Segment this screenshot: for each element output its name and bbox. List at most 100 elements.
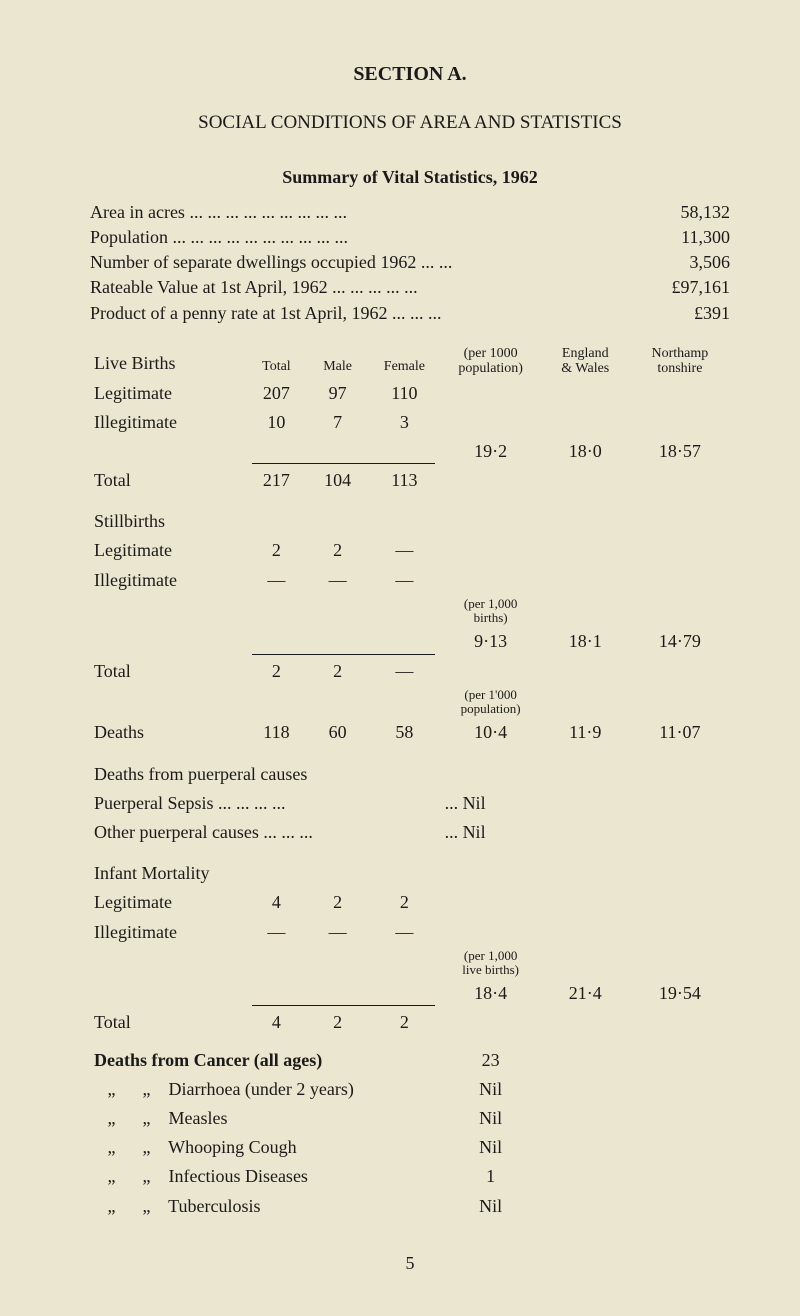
cell: — bbox=[246, 918, 307, 947]
summary-label: Number of separate dwellings occupied 19… bbox=[90, 250, 620, 275]
cell: 60 bbox=[307, 718, 368, 747]
table-row: Total 4 2 2 bbox=[90, 1008, 730, 1037]
cell: 23 bbox=[441, 1038, 541, 1075]
stats-table: Live Births Total Male Female (per 1000 … bbox=[90, 344, 730, 1221]
summary-line: Population ... ... ... ... ... ... ... .… bbox=[90, 225, 730, 250]
table-row: „ „ Tuberculosis Nil bbox=[90, 1192, 730, 1221]
row-label: Legitimate bbox=[90, 888, 246, 917]
summary-label: Area in acres ... ... ... ... ... ... ..… bbox=[90, 200, 620, 225]
horizontal-rule bbox=[252, 654, 435, 655]
row-label: Other puerperal causes ... ... ... bbox=[90, 818, 441, 847]
rate-n: 11·07 bbox=[630, 718, 730, 747]
rate-ew: 18·1 bbox=[541, 627, 630, 656]
cell: — bbox=[368, 566, 440, 595]
rate-ew: 11·9 bbox=[541, 718, 630, 747]
row-label: „ „ Infectious Diseases bbox=[90, 1162, 441, 1191]
infant-mortality-heading: Infant Mortality bbox=[90, 847, 730, 888]
summary-line: Product of a penny rate at 1st April, 19… bbox=[90, 301, 730, 326]
summary-value: £97,161 bbox=[620, 275, 730, 300]
row-label: „ „ Measles bbox=[90, 1104, 441, 1133]
row-label: Total bbox=[90, 1008, 246, 1037]
summary-line: Area in acres ... ... ... ... ... ... ..… bbox=[90, 200, 730, 225]
table-row: (per 1'000 population) bbox=[90, 686, 730, 719]
cell: 2 bbox=[307, 1008, 368, 1037]
cell: 104 bbox=[307, 466, 368, 495]
cell: Nil bbox=[441, 1075, 541, 1104]
per-note: (per 1,000 live births) bbox=[441, 947, 541, 980]
table-row: „ „ Whooping Cough Nil bbox=[90, 1133, 730, 1162]
row-label: Illegitimate bbox=[90, 408, 246, 437]
summary-label: Population ... ... ... ... ... ... ... .… bbox=[90, 225, 620, 250]
summary-line: Rateable Value at 1st April, 1962 ... ..… bbox=[90, 275, 730, 300]
page: SECTION A. SOCIAL CONDITIONS OF AREA AND… bbox=[0, 0, 800, 1316]
summary-value: 11,300 bbox=[620, 225, 730, 250]
row-label: Legitimate bbox=[90, 536, 246, 565]
rate-n: 19·54 bbox=[630, 979, 730, 1008]
col-male: Male bbox=[307, 344, 368, 379]
table-row: Total 217 104 113 bbox=[90, 466, 730, 495]
rate-n: 14·79 bbox=[630, 627, 730, 656]
live-births-heading: Live Births bbox=[90, 344, 246, 379]
row-label: „ „ Tuberculosis bbox=[90, 1192, 441, 1221]
rule-row: 9·13 18·1 14·79 bbox=[90, 627, 730, 656]
table-row: Deaths from puerperal causes bbox=[90, 748, 730, 789]
cell: 2 bbox=[307, 657, 368, 686]
cell: 113 bbox=[368, 466, 440, 495]
table-row: Illegitimate 10 7 3 bbox=[90, 408, 730, 437]
table-row: (per 1,000 live births) bbox=[90, 947, 730, 980]
summary-value: £391 bbox=[620, 301, 730, 326]
cell: 2 bbox=[368, 888, 440, 917]
per-note: (per 1'000 population) bbox=[441, 686, 541, 719]
puerperal-heading: Deaths from puerperal causes bbox=[90, 748, 730, 789]
table-row: Total 2 2 — bbox=[90, 657, 730, 686]
col-female: Female bbox=[368, 344, 440, 379]
row-label: Legitimate bbox=[90, 379, 246, 408]
page-number: 5 bbox=[90, 1251, 730, 1276]
table-row: Other puerperal causes ... ... ... ... N… bbox=[90, 818, 730, 847]
cell: 118 bbox=[246, 718, 307, 747]
cell: 2 bbox=[368, 1008, 440, 1037]
col-total: Total bbox=[246, 344, 307, 379]
table-row: „ „ Measles Nil bbox=[90, 1104, 730, 1133]
table-row: Infant Mortality bbox=[90, 847, 730, 888]
cell: 4 bbox=[246, 888, 307, 917]
summary-value: 58,132 bbox=[620, 200, 730, 225]
rate-per: 19·2 bbox=[441, 437, 541, 466]
cell: 3 bbox=[368, 408, 440, 437]
horizontal-rule bbox=[252, 1005, 435, 1006]
summary-title: Summary of Vital Statistics, 1962 bbox=[90, 165, 730, 190]
row-label: Puerperal Sepsis ... ... ... ... bbox=[90, 789, 441, 818]
cell: 207 bbox=[246, 379, 307, 408]
rule-row: 18·4 21·4 19·54 bbox=[90, 979, 730, 1008]
stillbirths-heading: Stillbirths bbox=[90, 495, 246, 536]
cell: — bbox=[368, 918, 440, 947]
table-row: „ „ Infectious Diseases 1 bbox=[90, 1162, 730, 1191]
table-row: Legitimate 4 2 2 bbox=[90, 888, 730, 917]
cell: 2 bbox=[246, 536, 307, 565]
table-row: Stillbirths bbox=[90, 495, 730, 536]
table-row: (per 1,000 births) bbox=[90, 595, 730, 628]
deaths-heading: Deaths bbox=[90, 718, 246, 747]
cell: 10 bbox=[246, 408, 307, 437]
rule-row: 19·2 18·0 18·57 bbox=[90, 437, 730, 466]
row-label: Total bbox=[90, 657, 246, 686]
cell: Nil bbox=[441, 1192, 541, 1221]
col-per1000: (per 1000 population) bbox=[441, 344, 541, 379]
cell: — bbox=[368, 536, 440, 565]
col-northamp: Northamp tonshire bbox=[630, 344, 730, 379]
per-note: (per 1,000 births) bbox=[441, 595, 541, 628]
subtitle: SOCIAL CONDITIONS OF AREA AND STATISTICS bbox=[90, 110, 730, 137]
table-row: Illegitimate — — — bbox=[90, 566, 730, 595]
cell: — bbox=[368, 657, 440, 686]
table-row: Deaths from Cancer (all ages) 23 bbox=[90, 1038, 730, 1075]
summary-label: Rateable Value at 1st April, 1962 ... ..… bbox=[90, 275, 620, 300]
rate-n: 18·57 bbox=[630, 437, 730, 466]
table-row: Live Births Total Male Female (per 1000 … bbox=[90, 344, 730, 379]
row-label: „ „ Whooping Cough bbox=[90, 1133, 441, 1162]
summary-block: Area in acres ... ... ... ... ... ... ..… bbox=[90, 200, 730, 326]
cell: — bbox=[307, 566, 368, 595]
col-engwales: England & Wales bbox=[541, 344, 630, 379]
rate-ew: 21·4 bbox=[541, 979, 630, 1008]
rate-per: 10·4 bbox=[441, 718, 541, 747]
cell: 7 bbox=[307, 408, 368, 437]
